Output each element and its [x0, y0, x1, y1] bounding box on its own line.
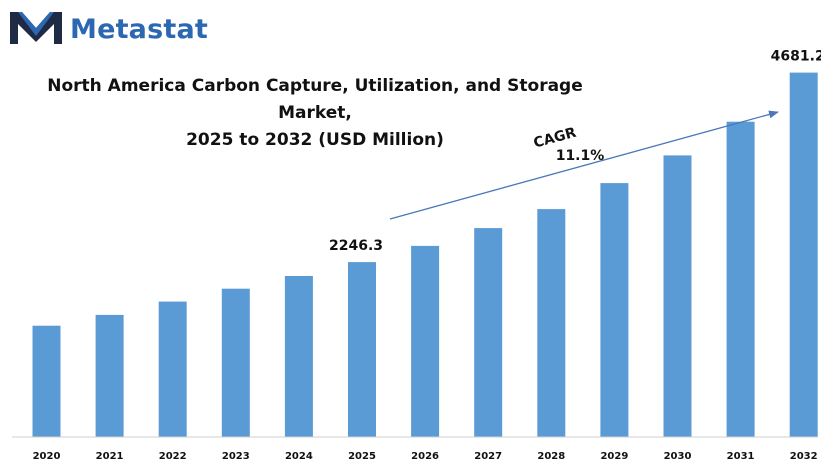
bar-2028	[537, 209, 566, 437]
x-tick-label-2028: 2028	[537, 451, 565, 462]
bar-2029	[600, 183, 629, 437]
cagr-value: 11.1%	[556, 148, 605, 164]
bar-2030	[663, 155, 692, 437]
chart-title-line1: North America Carbon Capture, Utilizatio…	[47, 76, 583, 123]
data-label-2025: 2246.3	[329, 238, 383, 254]
bar-2021	[95, 314, 124, 437]
x-tick-label-2031: 2031	[727, 451, 755, 462]
x-tick-label-2020: 2020	[33, 451, 61, 462]
x-tick-label-2030: 2030	[664, 451, 692, 462]
x-tick-label-2025: 2025	[348, 451, 376, 462]
data-labels: 2246.3 4681.2	[329, 49, 821, 255]
x-tick-label-2021: 2021	[96, 451, 124, 462]
brand-name: Metastat	[70, 14, 209, 45]
x-tick-label-2027: 2027	[474, 451, 502, 462]
bar-2026	[411, 245, 440, 437]
bar-2024	[284, 276, 313, 437]
chart-title: North America Carbon Capture, Utilizatio…	[20, 73, 610, 154]
bar-series	[32, 72, 818, 437]
chart-title-line2: 2025 to 2032 (USD Million)	[186, 130, 444, 150]
bar-2027	[474, 228, 503, 437]
bar-2022	[158, 301, 187, 437]
x-tick-label-2026: 2026	[411, 451, 439, 462]
bar-2032	[789, 72, 818, 437]
x-tick-label-2032: 2032	[790, 451, 818, 462]
metastat-m-logo-icon	[10, 12, 62, 44]
x-tick-label-2023: 2023	[222, 451, 250, 462]
brand-logo: Metastat	[8, 6, 228, 46]
bar-2023	[221, 288, 250, 437]
bar-2020	[32, 325, 61, 437]
data-label-2032: 4681.2	[771, 49, 821, 65]
bar-2025	[348, 262, 376, 437]
bar-2031	[726, 121, 755, 437]
x-tick-label-2029: 2029	[600, 451, 628, 462]
x-tick-label-2022: 2022	[159, 451, 187, 462]
x-tick-labels: 2020 2021 2022 2023 2024 2025 2026 2027 2028 2029…	[33, 451, 818, 462]
x-tick-label-2024: 2024	[285, 451, 313, 462]
cagr-arrow	[389, 110, 779, 220]
